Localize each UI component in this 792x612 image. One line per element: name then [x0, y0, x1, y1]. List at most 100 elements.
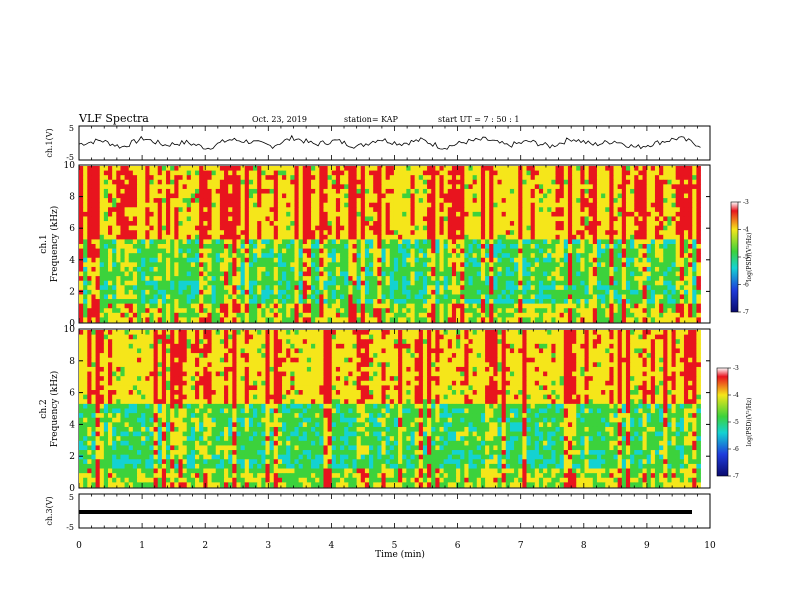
spectrogram-cell — [203, 184, 208, 190]
spectrogram-cell — [476, 266, 482, 272]
spectrogram-cell — [215, 166, 221, 171]
spectrogram-cell — [298, 257, 304, 263]
spectrogram-cell — [87, 239, 92, 245]
spectrogram-cell — [472, 202, 478, 208]
spectrogram-cell — [439, 216, 445, 222]
spectrogram-cell — [567, 166, 573, 171]
spectrogram-cell — [137, 170, 142, 176]
spectrogram-cell — [331, 266, 337, 272]
spectrogram-cell — [613, 276, 619, 282]
spectrogram-cell — [352, 221, 358, 227]
spectrogram-cell — [373, 257, 378, 263]
spectrogram-cell — [99, 175, 105, 181]
spectrogram-cell — [327, 188, 333, 194]
spectrogram-cell — [290, 166, 295, 171]
spectrogram-cell — [584, 262, 590, 268]
spectrogram-cell — [195, 308, 200, 314]
spectrogram-cell — [369, 244, 374, 249]
spectrogram-cell — [145, 244, 150, 249]
spectrogram-cell — [468, 299, 474, 305]
spectrogram-cell — [261, 257, 266, 263]
spectrogram-cell — [588, 299, 594, 305]
spectrogram-cell — [431, 211, 436, 217]
spectrogram-cell — [526, 239, 532, 245]
spectrogram-cell — [393, 230, 399, 236]
spectrogram-cell — [509, 303, 515, 309]
spectrogram-cell — [132, 294, 138, 300]
spectrogram-cell — [530, 175, 536, 181]
spectrogram-cell — [402, 184, 407, 190]
spectrogram-cell — [696, 225, 701, 231]
spectrogram-cell — [692, 179, 697, 185]
spectrogram-cell — [414, 239, 420, 245]
spectrogram-cell — [360, 294, 366, 300]
spectrogram-cell — [659, 234, 664, 240]
spectrogram-cell — [128, 202, 134, 208]
spectrogram-cell — [402, 253, 407, 259]
spectrogram-cell — [634, 276, 639, 282]
spectrogram-cell — [675, 262, 681, 268]
spectrogram-cell — [236, 280, 241, 286]
spectrogram-cell — [667, 262, 672, 268]
spectrogram-cell — [642, 312, 648, 318]
spectrogram-cell — [663, 179, 668, 185]
spectrogram-cell — [692, 170, 697, 176]
spectrogram-cell — [530, 248, 536, 254]
spectrogram-cell — [273, 225, 279, 231]
spectrogram-cell — [269, 170, 275, 176]
spectrogram-cell — [344, 193, 349, 199]
spectrogram-cell — [132, 211, 138, 217]
spectrogram-cell — [186, 193, 192, 199]
spectrogram-cell — [311, 184, 316, 190]
spectrogram-cell — [389, 170, 395, 176]
spectrogram-cell — [406, 239, 411, 245]
spectrogram-cell — [360, 221, 366, 227]
spectrogram-cell — [518, 239, 523, 245]
spectrogram-cell — [219, 207, 225, 213]
spectrogram-cell — [572, 179, 577, 185]
spectrogram-cell — [108, 253, 113, 259]
spectrogram-cell — [572, 262, 577, 268]
spectrogram-cell — [389, 289, 395, 295]
spectrogram-cell — [398, 175, 403, 181]
spectrogram-cell — [174, 248, 179, 254]
spectrogram-cell — [563, 202, 569, 208]
spectrogram-cell — [236, 248, 241, 254]
spectrogram-cell — [696, 193, 701, 199]
spectrogram-cell — [630, 166, 635, 171]
spectrogram-cell — [315, 257, 320, 263]
spectrogram-cell — [526, 271, 532, 277]
spectrogram-cell — [265, 248, 270, 254]
spectrogram-cell — [352, 184, 358, 190]
spectrogram-cell — [319, 262, 324, 268]
spectrogram-cell — [650, 280, 656, 286]
spectrogram-cell — [195, 179, 200, 185]
spectrogram-cell — [149, 271, 154, 277]
spectrogram-cell — [178, 294, 183, 300]
spectrogram-cell — [688, 211, 693, 217]
spectrogram-cell — [340, 244, 345, 249]
spectrogram-cell — [435, 276, 440, 282]
spectrogram-cell — [257, 253, 262, 259]
spectrogram-cell — [95, 193, 101, 199]
spectrogram-cell — [182, 317, 188, 323]
spectrogram-cell — [199, 289, 204, 295]
spectrogram-cell — [683, 193, 689, 199]
spectrogram-cell — [244, 179, 250, 185]
spectrogram-cell — [132, 285, 138, 291]
spectrogram-cell — [248, 253, 254, 259]
spectrogram-cell — [584, 303, 590, 309]
spectrogram-cell — [224, 166, 229, 171]
spectrogram-cell — [663, 253, 668, 259]
spectrogram-cell — [675, 253, 681, 259]
spectrogram-cell — [282, 289, 287, 295]
spectrogram-cell — [149, 299, 154, 305]
spectrogram-cell — [99, 253, 105, 259]
spectrogram-cell — [166, 317, 171, 323]
spectrogram-cell — [688, 285, 693, 291]
spectrogram-cell — [621, 202, 627, 208]
spectrogram-cell — [630, 248, 635, 254]
spectrogram-cell — [306, 257, 312, 263]
spectrogram-cell — [257, 188, 262, 194]
spectrogram-cell — [195, 225, 200, 231]
